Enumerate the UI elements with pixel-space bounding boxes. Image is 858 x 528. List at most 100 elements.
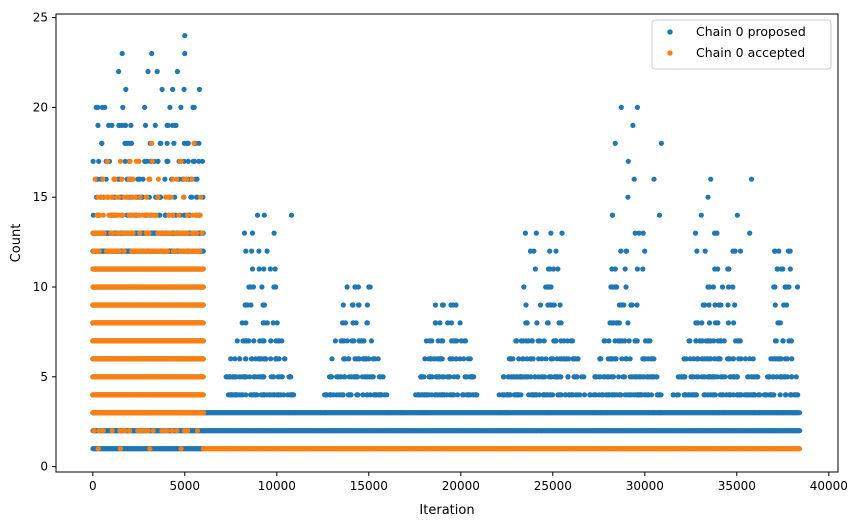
proposed-point	[782, 374, 788, 380]
proposed-point	[231, 392, 237, 398]
proposed-point	[789, 356, 795, 362]
proposed-point	[236, 374, 242, 380]
accepted-point	[200, 410, 207, 416]
proposed-point	[455, 374, 461, 380]
proposed-point	[193, 194, 200, 200]
proposed-point	[364, 302, 370, 308]
proposed-point	[142, 158, 148, 164]
proposed-point	[682, 392, 688, 398]
proposed-point	[711, 338, 717, 344]
proposed-point	[273, 284, 279, 290]
proposed-point	[241, 230, 248, 236]
proposed-point	[251, 392, 257, 398]
proposed-point	[751, 374, 757, 380]
proposed-point	[706, 338, 712, 344]
proposed-point	[263, 356, 269, 362]
proposed-point	[332, 338, 338, 344]
proposed-point	[533, 392, 539, 398]
proposed-point	[788, 338, 795, 344]
plot-background	[56, 14, 838, 472]
proposed-point	[644, 374, 650, 380]
proposed-point	[574, 374, 580, 380]
proposed-point	[145, 68, 151, 75]
proposed-point	[731, 320, 737, 326]
proposed-point	[566, 392, 572, 398]
proposed-point	[354, 356, 360, 362]
proposed-point	[99, 104, 105, 110]
proposed-point	[256, 266, 262, 272]
proposed-point	[781, 302, 787, 308]
proposed-point	[632, 230, 638, 236]
proposed-point	[626, 338, 632, 344]
proposed-point	[271, 230, 277, 236]
proposed-point	[174, 68, 180, 75]
proposed-point	[155, 158, 161, 164]
proposed-point	[249, 248, 255, 254]
proposed-point	[777, 320, 784, 326]
proposed-point	[592, 392, 598, 398]
proposed-point	[542, 392, 548, 398]
proposed-point	[679, 374, 685, 380]
proposed-point	[737, 248, 744, 254]
proposed-point	[269, 392, 275, 398]
proposed-point	[533, 230, 539, 236]
proposed-point	[525, 338, 532, 344]
proposed-point	[120, 104, 126, 110]
proposed-point	[623, 356, 630, 362]
proposed-point	[379, 374, 385, 380]
proposed-point	[772, 302, 778, 308]
proposed-point	[142, 104, 148, 110]
proposed-point	[248, 284, 254, 290]
proposed-point	[720, 374, 726, 380]
proposed-point	[457, 320, 463, 326]
proposed-point	[162, 176, 168, 182]
proposed-point	[748, 176, 755, 182]
points-layer	[90, 33, 803, 452]
proposed-point	[272, 266, 278, 272]
proposed-point	[261, 374, 267, 380]
proposed-point	[116, 122, 122, 128]
proposed-point	[445, 320, 451, 326]
proposed-point	[706, 302, 712, 308]
proposed-point	[123, 86, 129, 92]
proposed-point	[610, 320, 617, 326]
proposed-point	[99, 140, 105, 146]
proposed-point	[609, 392, 616, 398]
proposed-point	[433, 374, 439, 380]
proposed-point	[234, 338, 240, 344]
proposed-point	[264, 248, 270, 254]
proposed-point	[726, 392, 732, 398]
proposed-point	[608, 374, 615, 380]
proposed-point	[432, 320, 438, 326]
proposed-point	[508, 374, 514, 380]
proposed-point	[322, 392, 328, 398]
proposed-point	[719, 284, 726, 290]
proposed-point	[462, 338, 469, 344]
proposed-point	[334, 392, 340, 398]
proposed-point	[774, 266, 781, 272]
proposed-point	[772, 248, 778, 254]
proposed-point	[526, 392, 532, 398]
proposed-point	[547, 248, 553, 254]
proposed-point	[441, 392, 447, 398]
proposed-point	[123, 122, 129, 128]
proposed-point	[188, 194, 194, 200]
proposed-point	[517, 374, 523, 380]
proposed-point	[557, 302, 563, 308]
proposed-point	[734, 212, 740, 218]
proposed-point	[707, 374, 713, 380]
proposed-point	[768, 356, 774, 362]
proposed-point	[242, 374, 248, 380]
proposed-point	[164, 140, 170, 146]
proposed-point	[243, 248, 249, 254]
proposed-point	[634, 104, 641, 110]
proposed-point	[259, 284, 265, 290]
proposed-point	[157, 140, 163, 146]
proposed-point	[558, 392, 564, 398]
proposed-point	[545, 320, 551, 326]
proposed-point	[363, 356, 369, 362]
proposed-point	[135, 176, 141, 182]
proposed-point	[438, 356, 444, 362]
proposed-point	[621, 302, 627, 308]
proposed-point	[356, 338, 363, 344]
